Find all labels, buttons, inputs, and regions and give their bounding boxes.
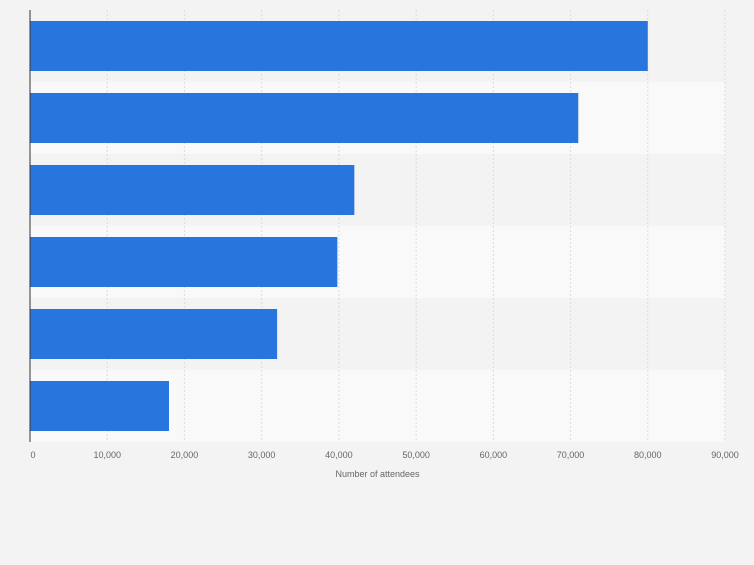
x-tick-label-3: 30,000 [248, 450, 276, 460]
x-tick-label-4: 40,000 [325, 450, 353, 460]
x-axis-label: Number of attendees [335, 469, 420, 479]
row-bands [30, 10, 725, 442]
bar-5 [30, 309, 278, 359]
x-axis-tick-labels: 0 10,000 20,000 30,000 40,000 50,000 60,000 70,… [30, 450, 738, 460]
bar-1 [30, 21, 648, 71]
x-tick-label-2: 20,000 [171, 450, 199, 460]
x-tick-label-7: 70,000 [557, 450, 585, 460]
x-tick-label-8: 80,000 [634, 450, 662, 460]
x-tick-label-1: 10,000 [93, 450, 121, 460]
bar-4 [30, 237, 338, 287]
x-tick-label-5: 50,000 [402, 450, 430, 460]
bar-3 [30, 165, 355, 215]
x-tick-label-9: 90,000 [711, 450, 739, 460]
bar-6 [30, 381, 169, 431]
x-tick-label-0: 0 [30, 450, 35, 460]
gridlines [106, 10, 726, 442]
x-tick-label-6: 60,000 [480, 450, 508, 460]
bars [30, 21, 648, 431]
bar-2 [30, 93, 579, 143]
